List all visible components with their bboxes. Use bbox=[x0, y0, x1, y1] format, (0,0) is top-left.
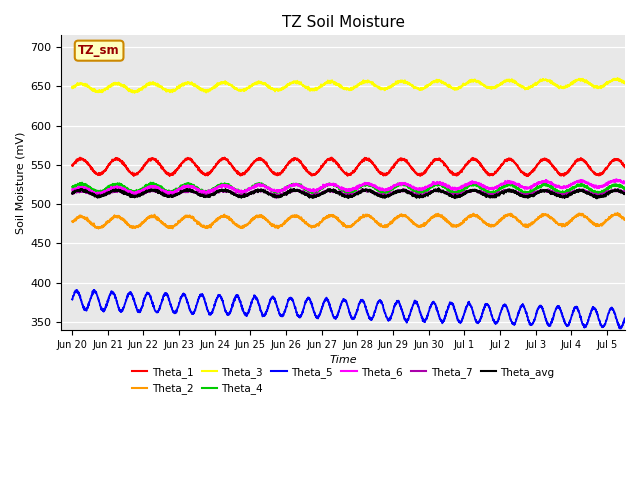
Theta_5 bbox=[164, 293, 172, 299]
Theta_6 bbox=[164, 189, 172, 195]
Theta_3 bbox=[131, 90, 138, 96]
Theta_4 bbox=[489, 192, 497, 198]
Line: Theta_2: Theta_2 bbox=[72, 213, 625, 228]
Theta_5 bbox=[68, 297, 76, 302]
Theta_7 bbox=[280, 190, 288, 196]
Theta_2 bbox=[280, 219, 288, 225]
Theta_5 bbox=[611, 309, 618, 314]
Theta_3 bbox=[614, 75, 621, 81]
Theta_6 bbox=[94, 192, 102, 198]
Theta_6 bbox=[68, 186, 76, 192]
Theta_6 bbox=[611, 179, 618, 184]
Line: Theta_7: Theta_7 bbox=[72, 189, 625, 198]
Theta_7 bbox=[131, 193, 139, 199]
Theta_1 bbox=[131, 172, 139, 178]
Theta_7 bbox=[68, 190, 76, 196]
Theta_1 bbox=[611, 156, 618, 162]
Theta_6 bbox=[131, 190, 139, 195]
Theta_4 bbox=[621, 186, 629, 192]
Theta_6 bbox=[551, 182, 559, 188]
Theta_5 bbox=[131, 302, 139, 308]
Theta_3 bbox=[280, 85, 288, 91]
Line: Theta_4: Theta_4 bbox=[72, 182, 625, 195]
Line: Theta_avg: Theta_avg bbox=[72, 188, 625, 199]
Theta_avg bbox=[621, 191, 629, 197]
Theta_3 bbox=[131, 89, 139, 95]
Theta_3 bbox=[621, 80, 629, 85]
Theta_1 bbox=[68, 163, 76, 168]
Line: Theta_3: Theta_3 bbox=[72, 78, 625, 93]
Theta_7 bbox=[273, 195, 280, 201]
Line: Theta_6: Theta_6 bbox=[72, 180, 625, 195]
Theta_7 bbox=[575, 186, 583, 192]
Theta_3 bbox=[551, 82, 559, 87]
Theta_2 bbox=[164, 224, 172, 229]
Theta_avg bbox=[435, 185, 442, 191]
Theta_avg bbox=[304, 193, 312, 199]
Theta_2 bbox=[611, 212, 618, 217]
Theta_1 bbox=[621, 164, 629, 170]
Theta_2 bbox=[68, 218, 76, 224]
Theta_4 bbox=[131, 189, 139, 194]
Theta_6 bbox=[305, 186, 312, 192]
Theta_avg bbox=[593, 196, 600, 202]
Theta_7 bbox=[305, 191, 312, 197]
Theta_7 bbox=[621, 189, 629, 194]
Theta_4 bbox=[551, 188, 559, 194]
Theta_1 bbox=[164, 171, 172, 177]
Theta_5 bbox=[617, 326, 625, 332]
Theta_5 bbox=[621, 315, 629, 321]
Text: TZ_sm: TZ_sm bbox=[78, 44, 120, 57]
Theta_1 bbox=[304, 169, 312, 175]
Theta_1 bbox=[524, 173, 532, 179]
Theta_avg bbox=[551, 192, 559, 197]
Theta_avg bbox=[131, 193, 139, 199]
Theta_4 bbox=[611, 182, 618, 188]
Theta_6 bbox=[612, 177, 620, 182]
Theta_5 bbox=[551, 309, 559, 315]
Theta_2 bbox=[95, 226, 102, 231]
Theta_4 bbox=[164, 188, 172, 194]
Theta_2 bbox=[614, 210, 621, 216]
Theta_1 bbox=[551, 166, 559, 171]
Theta_2 bbox=[305, 221, 312, 227]
Theta_5 bbox=[305, 296, 312, 302]
Theta_4 bbox=[280, 186, 288, 192]
Theta_6 bbox=[621, 180, 629, 186]
Theta_1 bbox=[280, 167, 288, 172]
Y-axis label: Soil Moisture (mV): Soil Moisture (mV) bbox=[15, 132, 25, 234]
Theta_7 bbox=[611, 188, 618, 193]
X-axis label: Time: Time bbox=[330, 355, 357, 365]
Theta_3 bbox=[611, 77, 618, 83]
Theta_7 bbox=[164, 194, 172, 200]
Theta_4 bbox=[147, 180, 154, 185]
Theta_2 bbox=[551, 219, 559, 225]
Theta_3 bbox=[164, 88, 172, 94]
Theta_6 bbox=[280, 185, 288, 191]
Theta_4 bbox=[305, 190, 312, 195]
Theta_7 bbox=[551, 192, 559, 197]
Theta_3 bbox=[68, 84, 76, 90]
Theta_3 bbox=[305, 85, 312, 91]
Theta_avg bbox=[164, 193, 172, 199]
Legend: Theta_1, Theta_2, Theta_3, Theta_4, Theta_5, Theta_6, Theta_7, Theta_avg: Theta_1, Theta_2, Theta_3, Theta_4, Thet… bbox=[128, 363, 559, 398]
Theta_4 bbox=[68, 184, 76, 190]
Theta_2 bbox=[131, 225, 139, 230]
Theta_2 bbox=[621, 217, 629, 223]
Title: TZ Soil Moisture: TZ Soil Moisture bbox=[282, 15, 404, 30]
Line: Theta_1: Theta_1 bbox=[72, 157, 625, 176]
Theta_avg bbox=[280, 190, 288, 196]
Theta_1 bbox=[328, 155, 335, 160]
Theta_5 bbox=[280, 309, 288, 315]
Line: Theta_5: Theta_5 bbox=[72, 290, 625, 329]
Theta_avg bbox=[68, 191, 76, 197]
Theta_avg bbox=[611, 188, 618, 194]
Theta_5 bbox=[91, 287, 99, 293]
